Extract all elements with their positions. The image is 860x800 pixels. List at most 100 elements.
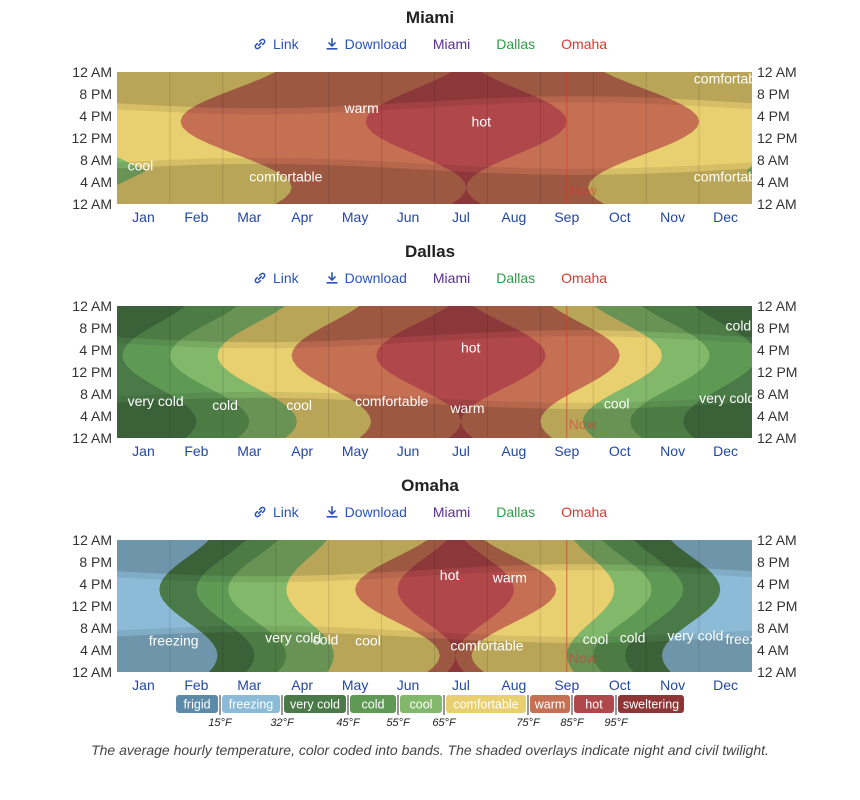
city-toggle-dallas[interactable]: Dallas [496, 504, 536, 520]
chart-panel-omaha: Omaha Link Download Miami Dallas Omaha Now free… [0, 476, 860, 708]
band-label: warm [449, 400, 484, 416]
x-tick-label: Nov [660, 209, 685, 225]
chart-toolbar: Link Download Miami Dallas Omaha [0, 502, 860, 522]
legend-swatch-warm [530, 695, 570, 713]
y-tick-label-right: 4 PM [757, 576, 790, 592]
link-icon [254, 272, 266, 284]
city-toggle-miami[interactable]: Miami [432, 270, 471, 286]
band-label: cool [355, 633, 381, 649]
now-label: Now [569, 416, 598, 432]
band-label: hot [440, 567, 460, 583]
twilight-overlay [117, 330, 752, 349]
city-toggle-dallas[interactable]: Dallas [496, 270, 536, 286]
link-icon [254, 506, 266, 518]
x-tick-label: Sep [554, 677, 579, 693]
legend-threshold-label: 95°F [604, 717, 629, 729]
x-tick-label: Jan [132, 443, 155, 459]
band-label: comfortable [249, 169, 322, 185]
y-tick-label-left: 4 PM [79, 576, 112, 592]
x-tick-label: Jan [132, 677, 155, 693]
x-tick-label: Feb [184, 443, 208, 459]
y-tick-label-left: 8 PM [79, 554, 112, 570]
x-tick-label: Mar [237, 443, 261, 459]
band-label: freezing [149, 633, 199, 649]
y-tick-label-right: 12 AM [757, 664, 797, 680]
link-button[interactable]: Link [253, 268, 299, 288]
chart-caption: The average hourly temperature, color co… [91, 742, 769, 758]
band-label: comfortable [450, 638, 523, 654]
band-label: warm [344, 100, 379, 116]
y-tick-label-right: 8 PM [757, 86, 790, 102]
x-tick-label: Feb [184, 209, 208, 225]
night-overlay [117, 397, 752, 438]
band-label: cold [212, 397, 238, 413]
y-tick-label-left: 12 AM [72, 64, 112, 80]
chart-title: Omaha [401, 476, 459, 495]
legend-threshold-label: 75°F [516, 717, 541, 729]
city-toggle-omaha[interactable]: Omaha [561, 36, 608, 52]
download-button[interactable]: Download [325, 34, 407, 54]
y-tick-label-right: 4 PM [757, 108, 790, 124]
twilight-overlay [117, 625, 752, 643]
legend-svg: frigid freezing very cold cold cool comfortab… [176, 695, 684, 729]
download-icon [326, 271, 338, 284]
legend-threshold-label: 55°F [386, 717, 411, 729]
city-toggle-miami[interactable]: Miami [432, 36, 471, 52]
band-cool [117, 156, 147, 186]
download-icon [326, 37, 338, 50]
link-button[interactable]: Link [253, 502, 299, 522]
x-tick-label: May [342, 209, 368, 225]
download-button[interactable]: Download [325, 268, 407, 288]
download-button[interactable]: Download [325, 502, 407, 522]
y-tick-label-left: 12 AM [72, 196, 112, 212]
band-label: cool [286, 397, 312, 413]
band-label: very cold [699, 390, 755, 406]
city-toggle-dallas[interactable]: Dallas [496, 36, 536, 52]
band-hot [397, 540, 514, 672]
x-tick-label: Apr [291, 209, 313, 225]
y-tick-label-right: 12 PM [757, 598, 797, 614]
city-toggle-omaha[interactable]: Omaha [561, 270, 608, 286]
x-tick-label: Mar [237, 677, 261, 693]
x-tick-label: Nov [660, 677, 685, 693]
y-tick-label-left: 12 PM [72, 130, 112, 146]
legend-label: cold [362, 698, 385, 712]
x-tick-label: Dec [713, 209, 738, 225]
y-tick-label-left: 12 PM [72, 364, 112, 380]
band-label: very cold [265, 629, 321, 645]
y-tick-label-right: 4 PM [757, 342, 790, 358]
link-label: Link [272, 36, 299, 52]
city-toggle-omaha[interactable]: Omaha [561, 504, 608, 520]
band-label: very cold [128, 393, 184, 409]
now-label: Now [569, 650, 598, 666]
link-button[interactable]: Link [253, 34, 299, 54]
legend-swatch-freezing [222, 695, 280, 713]
legend-label: comfortable [453, 698, 518, 712]
download-icon [326, 505, 338, 518]
night-overlay [117, 72, 752, 109]
x-tick-label: Mar [237, 209, 261, 225]
chart-panel-dallas: Dallas Link Download Miami Dallas Omaha Now ver… [0, 242, 860, 474]
x-tick-label: Oct [609, 677, 631, 693]
twilight-overlay [117, 96, 752, 115]
night-overlay [117, 631, 752, 672]
night-overlay [117, 163, 752, 204]
y-tick-label-right: 12 PM [757, 364, 797, 380]
y-tick-label-right: 8 AM [757, 386, 789, 402]
city-toggle-miami[interactable]: Miami [432, 504, 471, 520]
temperature-heatmap: Now cool comfortable warm hot comfortable comf… [72, 64, 798, 225]
band-label: cool [583, 631, 609, 647]
x-tick-label: Sep [554, 443, 579, 459]
y-tick-label-left: 4 PM [79, 342, 112, 358]
y-tick-label-right: 12 AM [757, 430, 797, 446]
y-tick-label-left: 12 AM [72, 430, 112, 446]
band-label: hot [472, 114, 492, 130]
x-tick-label: Dec [713, 443, 738, 459]
x-tick-label: May [342, 677, 368, 693]
band-label: warm [492, 569, 527, 585]
legend-swatch-cold [350, 695, 396, 713]
y-tick-label-left: 12 PM [72, 598, 112, 614]
y-tick-label-right: 12 PM [757, 130, 797, 146]
x-tick-label: Apr [291, 443, 313, 459]
y-tick-label-left: 4 PM [79, 108, 112, 124]
